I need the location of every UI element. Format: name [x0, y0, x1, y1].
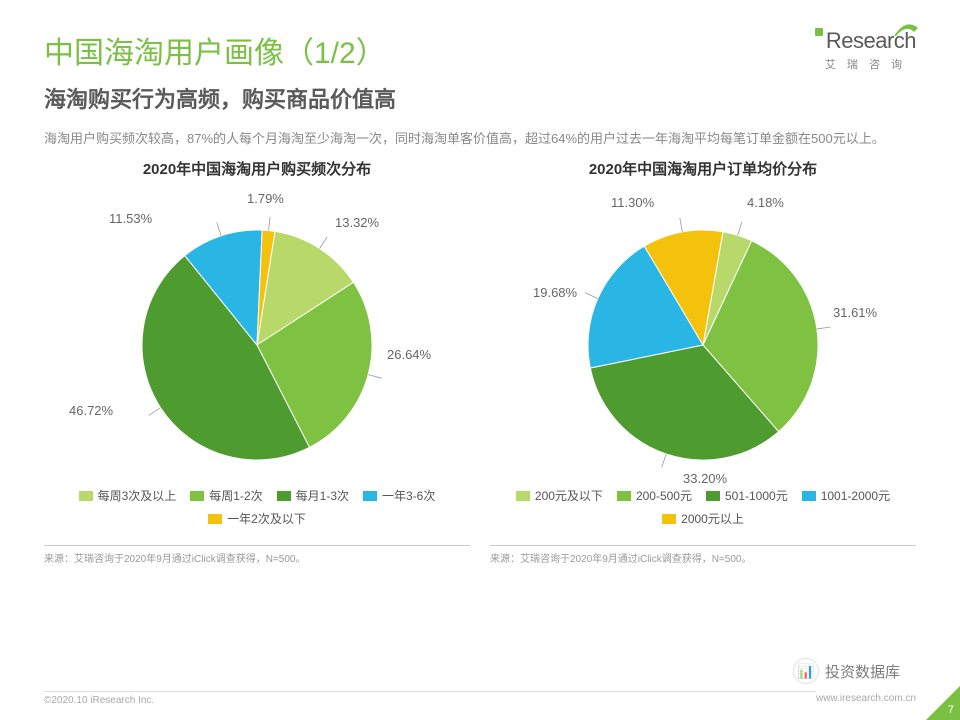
legend-item: 一年2次及以下	[208, 510, 306, 527]
pie-label: 26.64%	[387, 347, 431, 362]
chart2-pie: 4.18% 31.61% 33.20% 19.68% 11.30%	[503, 185, 903, 485]
legend-item: 2000元以上	[662, 510, 744, 527]
pie-label: 11.53%	[109, 211, 152, 226]
chart1-pie: 13.32% 26.64% 46.72% 11.53% 1.79%	[57, 185, 457, 485]
page-number: 7	[948, 704, 954, 716]
chart1-title: 2020年中国海淘用户购买频次分布	[44, 158, 470, 179]
logo-subtitle: 艾 瑞 咨 询	[815, 56, 916, 72]
chart1-source: 来源：艾瑞咨询于2020年9月通过iClick调查获得，N=500。	[44, 550, 470, 565]
pie-label: 11.30%	[611, 195, 654, 210]
chart2-source: 来源：艾瑞咨询于2020年9月通过iClick调查获得，N=500。	[490, 550, 916, 565]
page-description: 海淘用户购买频次较高，87%的人每个月海淘至少海淘一次，同时海淘单客价值高，超过…	[44, 128, 914, 150]
legend-label: 2000元以上	[681, 510, 744, 527]
brand-logo: Research 艾 瑞 咨 询	[815, 28, 916, 72]
legend-swatch	[662, 514, 676, 524]
chart-order-value: 2020年中国海淘用户订单均价分布 4.18% 31.61% 33.20% 19.68…	[490, 158, 916, 527]
pie-label: 31.61%	[833, 305, 877, 320]
footer-copyright: ©2020.10 iResearch Inc.	[44, 691, 816, 706]
pie-label: 33.20%	[683, 471, 727, 486]
page-title: 中国海淘用户画像（1/2）	[44, 28, 916, 72]
page-subtitle: 海淘购买行为高频，购买商品价值高	[44, 82, 916, 114]
pie-label: 1.79%	[247, 191, 284, 206]
watermark-icon: 📊	[793, 658, 819, 684]
pie-label: 19.68%	[533, 285, 577, 300]
footer-url: www.iresearch.com.cn	[816, 693, 916, 704]
legend-swatch	[208, 514, 222, 524]
charts-container: 2020年中国海淘用户购买频次分布 13.32% 26.64% 46.72% 11.5…	[44, 158, 916, 527]
watermark-text: 投资数据库	[825, 661, 900, 682]
pie-label: 4.18%	[747, 195, 784, 210]
pie-label: 46.72%	[69, 403, 113, 418]
legend-label: 一年2次及以下	[227, 510, 306, 527]
chart2-title: 2020年中国海淘用户订单均价分布	[490, 158, 916, 179]
chart-frequency: 2020年中国海淘用户购买频次分布 13.32% 26.64% 46.72% 11.5…	[44, 158, 470, 527]
watermark: 📊 投资数据库	[793, 658, 900, 684]
pie-label: 13.32%	[335, 215, 379, 230]
page-corner	[926, 686, 960, 720]
